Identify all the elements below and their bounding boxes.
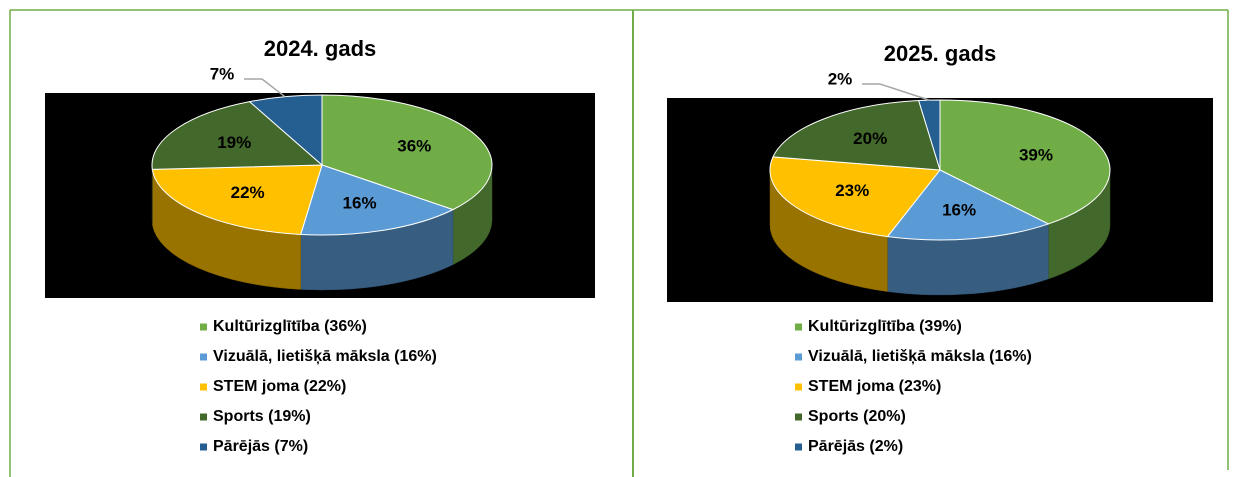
data-label: 16% [942, 201, 976, 220]
legend-swatch [200, 413, 207, 421]
legend-swatch [200, 383, 207, 391]
legend-swatch [200, 353, 207, 361]
legend-label: STEM joma (23%) [808, 378, 941, 395]
data-label: 2% [828, 69, 853, 88]
legend-label: Pārējās (2%) [808, 438, 903, 455]
legend-swatch [795, 353, 802, 361]
data-label: 19% [217, 133, 251, 152]
legend-swatch [795, 323, 802, 331]
data-label: 20% [853, 129, 887, 148]
slice [321, 94, 493, 211]
slice [769, 156, 941, 238]
slice [886, 169, 1050, 241]
legend-label: Kultūrizglītība (39%) [808, 318, 962, 335]
slice [300, 164, 455, 236]
legend-swatch [795, 443, 802, 451]
chart-title: 2024. gads [264, 36, 377, 61]
legend-swatch [795, 383, 802, 391]
data-label: 23% [835, 181, 869, 200]
data-label: 7% [210, 64, 235, 83]
slice [772, 100, 941, 171]
legend-label: STEM joma (22%) [213, 378, 346, 395]
data-label: 39% [1019, 145, 1053, 164]
legend-swatch [200, 443, 207, 451]
legend-label: Pārējās (7%) [213, 438, 308, 455]
legend-label: Kultūrizglītība (36%) [213, 318, 367, 335]
data-label: 36% [397, 137, 431, 156]
legend-label: Sports (19%) [213, 408, 311, 425]
data-label: 16% [343, 194, 377, 213]
leader-line [244, 78, 286, 98]
slice [151, 101, 324, 170]
legend-label: Vizuālā, lietišķā māksla (16%) [213, 348, 437, 365]
slice [151, 164, 323, 235]
chart-title: 2025. gads [884, 41, 997, 66]
legend-swatch [795, 413, 802, 421]
data-label: 22% [231, 183, 265, 202]
legend-swatch [200, 323, 207, 331]
leader-line [862, 83, 930, 101]
legend-label: Vizuālā, lietišķā māksla (16%) [808, 348, 1032, 365]
slice [939, 99, 1111, 225]
slice [248, 94, 323, 167]
legend-label: Sports (20%) [808, 408, 906, 425]
